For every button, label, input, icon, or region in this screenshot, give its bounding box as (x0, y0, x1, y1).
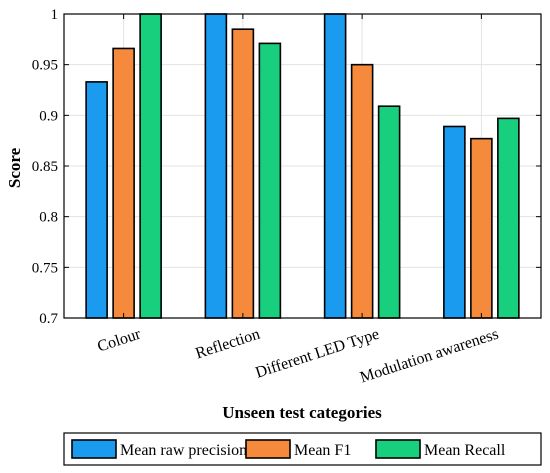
y-tick-label: 0.8 (39, 210, 58, 226)
legend-swatch (375, 439, 421, 459)
bar (323, 13, 347, 319)
bar (443, 125, 466, 319)
bar (139, 13, 162, 319)
bar (497, 117, 520, 319)
legend-swatch (245, 439, 291, 459)
y-tick-label: 0.7 (39, 311, 58, 327)
x-category-label: Modulation awareness (358, 326, 501, 387)
y-tick-label: 0.9 (39, 108, 58, 124)
legend-label: Mean Recall (424, 442, 506, 459)
bar (85, 81, 108, 319)
x-axis-title: Unseen test categories (222, 403, 382, 422)
y-axis-title: Score (5, 147, 24, 188)
y-tick-label: 1 (51, 7, 59, 23)
y-tick-label: 0.95 (32, 58, 58, 74)
bar (112, 47, 135, 319)
bar (258, 42, 282, 319)
legend-swatch (71, 439, 117, 459)
y-axis-ticks: 0.7 0.75 0.8 0.85 0.9 0.95 1 (32, 7, 541, 327)
legend: Mean raw precision Mean F1 Mean Recall (63, 432, 542, 466)
bar (204, 13, 228, 319)
legend-label: Mean raw precision (120, 442, 247, 459)
x-category-label: Colour (95, 325, 143, 355)
bar (470, 137, 493, 319)
bar (350, 63, 374, 319)
y-tick-label: 0.85 (32, 159, 58, 175)
y-tick-label: 0.75 (32, 260, 58, 276)
x-category-label: Reflection (193, 326, 262, 363)
legend-label: Mean F1 (294, 442, 351, 459)
grid (64, 13, 541, 319)
bar (377, 105, 401, 319)
legend-box (63, 432, 542, 466)
bar (231, 28, 255, 319)
